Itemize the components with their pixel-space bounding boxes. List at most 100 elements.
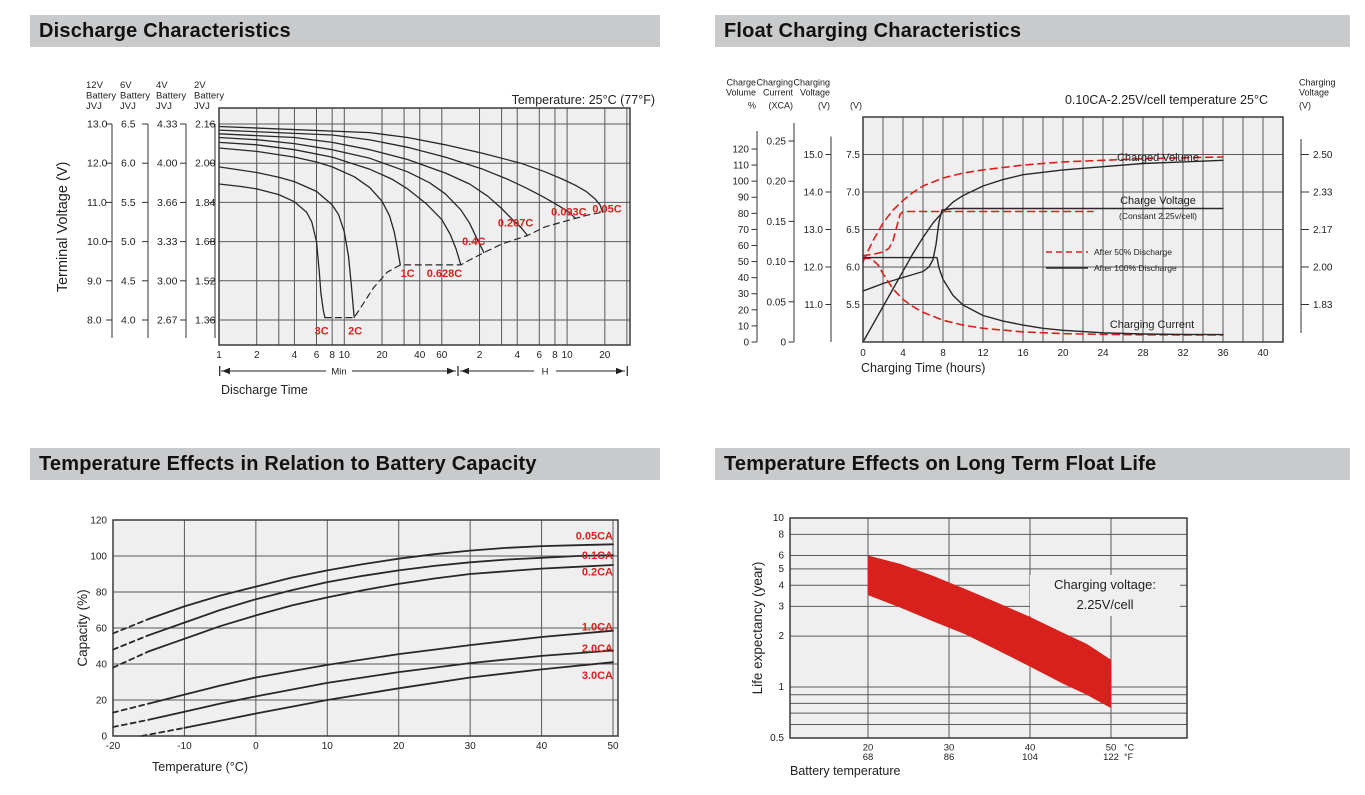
x-tick-label: 4 [900,348,906,359]
float-curve-charging-current-after-50 [862,257,1224,336]
y-tick-label: 80 [96,588,108,599]
float-curve-charging-current-after-100 [862,256,1224,336]
voltage-tick-label: 2.16 [195,119,216,131]
voltage-tick-label: 6.0 [121,158,136,170]
y-tick-label: 0.5 [770,733,784,744]
x-tick-label: 0 [253,741,259,752]
plot-border [112,519,619,737]
y-axis-title: Terminal Voltage (V) [55,162,71,293]
span-unit-label: Min [331,366,346,377]
axis-tick-label: 10 [738,321,750,332]
discharge-curve-2C [218,166,355,319]
y-axis-title: Capacity (%) [75,589,90,666]
y-tick-label: 8 [778,529,784,540]
x-tick-label: 40 [414,350,426,361]
capacity-curve-dashed-3.0CA [140,727,186,737]
discharge-curve-1C [218,147,401,266]
voltage-tick-label: 4.00 [157,158,178,170]
x-axis-title: Battery temperature [790,764,901,778]
battery-column-header: Battery [156,91,186,102]
x-tick-label: -20 [106,741,121,752]
voltage-tick-label: 12.0 [87,158,108,170]
capacity-curve-1.0CA [147,629,614,705]
plot-border [218,107,631,346]
x-tick-label: 8 [940,348,946,359]
x-tick-label: 8 [552,350,558,361]
capacity-curve-3.0CA [183,661,614,729]
y-axis-title: Life expectancy (year) [750,562,765,695]
axis-unit: % [748,101,756,111]
axis-tick-label: 7.0 [846,188,860,199]
capacity-curve-dashed-0.2CA [112,650,150,669]
voltage-tick-label: 11.0 [87,197,107,209]
axis-header: Volume [726,88,756,98]
x-tick-label: 16 [1017,348,1029,359]
voltage-tick-label: 2.00 [195,158,216,170]
axis-header: Voltage [800,88,830,98]
c-rate-label: 1.0CA [582,622,613,634]
x-tick-label: 30 [465,741,477,752]
axis-tick-label: 20 [738,305,750,316]
capacity-curve-0.2CA [147,564,614,653]
float-charging-chart: Charged Volume Charge Voltage (Constant 2.… [726,78,1336,376]
voltage-tick-label: 3.66 [157,197,178,209]
voltage-tick-label: 13.0 [87,119,108,131]
battery-column-header: Battery [120,91,150,102]
axis-tick-label: 12.0 [804,263,824,274]
x-tick-label: 2 [254,350,260,361]
y-tick-label: 100 [90,552,107,563]
c-rate-label: 0.207C [498,218,534,230]
y-tick-label: 0 [101,732,107,743]
x-tick-label: 20 [599,350,611,361]
celsius-unit-label: °C [1124,743,1135,753]
axis-header: Current [763,88,794,98]
axis-tick-label: 110 [733,161,749,172]
axis-tick-label: 120 [732,145,749,156]
float-curve-charge-voltage-after-50 [862,210,1094,257]
annotation-backing [1030,575,1180,616]
axis-tick-label: 6.0 [846,263,860,274]
y-tick-label: 1 [778,682,784,693]
c-rate-label: 0.4C [462,236,485,248]
x-tick-label-fahrenheit: 104 [1022,752,1038,763]
annotation-charged-volume: Charged Volume [1117,152,1199,164]
axis-header: Voltage [1299,88,1329,98]
x-axis-title: Charging Time (hours) [861,361,985,375]
section-title-float-charging: Float Charging Characteristics [715,15,1350,47]
c-rate-label: 0.05C [592,204,621,216]
x-tick-label: 40 [536,741,548,752]
x-tick-label-celsius: 30 [944,743,955,754]
x-tick-label: 24 [1097,348,1109,359]
battery-column-header: JVJ [194,101,210,112]
capacity-curve-0.1CA [147,554,614,637]
axis-tick-label: 40 [738,273,750,284]
temperature-capacity-chart: 0.05CA 0.1CA 0.2CA 1.0CA 2.0CA 3.0CA -20 -10 0 10… [75,516,619,775]
axis-unit: (V) [1299,101,1311,111]
axis-tick-label: 0.25 [767,137,787,148]
battery-column-header: JVJ [120,101,136,112]
axis-tick-label: 0.05 [767,297,787,308]
axis-header: Charging [756,78,793,88]
temperature-note: Temperature: 25°C (77°F) [512,93,655,107]
x-tick-label: 6 [314,350,320,361]
axis-tick-label: 0.20 [767,177,787,188]
float-life-chart: Charging voltage:2.25V/cell1086543210.52… [750,513,1188,778]
section-title-temperature-capacity: Temperature Effects in Relation to Batte… [30,448,660,480]
x-tick-label: 1 [216,350,222,361]
annotation-constant-cell-voltage: (Constant 2.25v/cell) [1119,211,1197,221]
y-tick-label: 2 [778,631,784,642]
y-tick-label: 5 [778,564,784,575]
axis-header: Charging [1299,78,1336,88]
discharge-curve-0.207C [218,133,529,237]
span-unit-label: H [542,366,549,377]
voltage-tick-label: 10.0 [87,236,108,248]
voltage-tick-label: 5.0 [121,236,136,248]
axis-tick-label: 60 [738,241,750,252]
discharge-curve-0.4C [218,136,485,254]
arrowhead-right [616,367,624,375]
x-tick-label: 2 [477,350,483,361]
voltage-tick-label: 1.52 [195,275,216,287]
axis-tick-label: 1.83 [1313,300,1333,311]
c-rate-label: 0.628C [427,268,463,280]
x-tick-label: 32 [1177,348,1189,359]
